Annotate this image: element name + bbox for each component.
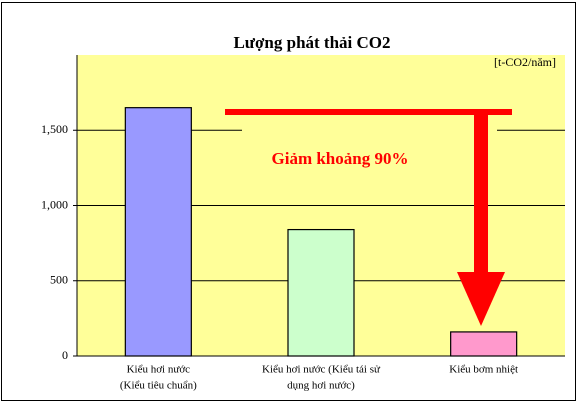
x-tick-label: Kiểu hơi nước (Kiểu tái sử — [262, 364, 381, 376]
reduction-arrow — [225, 109, 512, 326]
unit-label: [t-CO2/năm] — [494, 55, 556, 69]
arrow-head — [457, 272, 505, 326]
marks — [124, 107, 518, 357]
y-tick-label: 1,500 — [41, 122, 68, 136]
arrow-shaft — [474, 109, 488, 273]
chart-title: Lượng phát thải CO2 — [233, 33, 390, 52]
bar — [287, 228, 355, 357]
annotation: Giảm khoảng 90% — [272, 149, 409, 168]
bar — [124, 107, 192, 357]
y-tick-label: 500 — [50, 273, 68, 287]
x-tick-label: Kiểu bơm nhiệt — [449, 364, 518, 376]
y-tick-label: 1,000 — [41, 197, 68, 211]
y-tick-label: 0 — [62, 348, 68, 362]
annotation-box — [242, 120, 497, 136]
x-tick-label: dụng hơi nước) — [287, 380, 355, 392]
x-tick-label: Kiểu hơi nước — [127, 364, 191, 376]
bar — [450, 331, 518, 357]
x-tick-label: (Kiểu tiêu chuẩn) — [120, 380, 197, 392]
